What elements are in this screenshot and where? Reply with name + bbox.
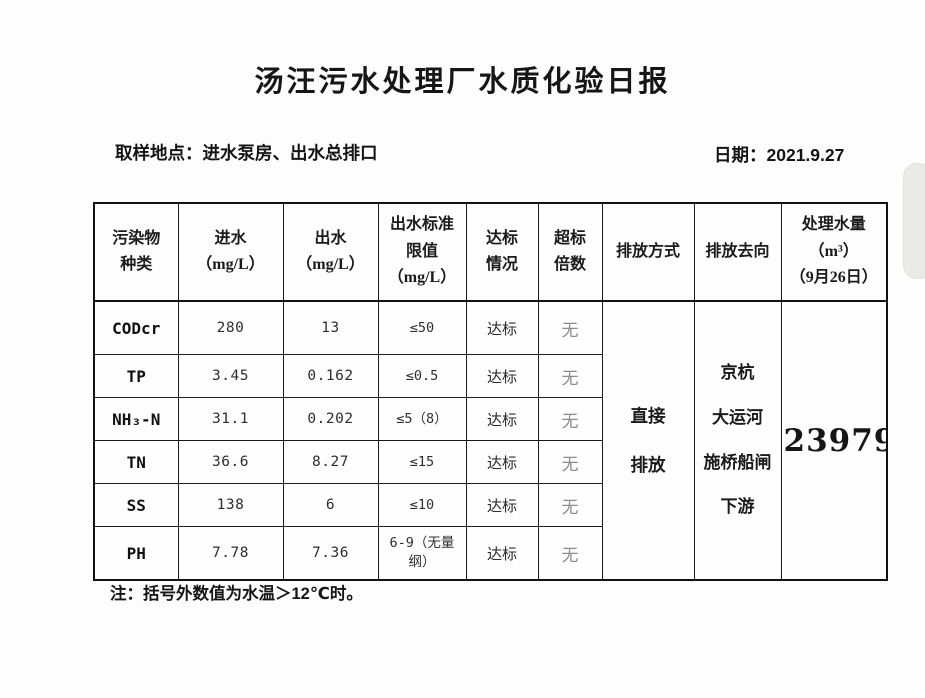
cell-pollutant: CODcr	[93, 300, 179, 355]
cell-inflow: 36.6	[177, 440, 284, 484]
cell-limit: 6-9（无量纲）	[377, 526, 467, 581]
cell-outflow: 0.162	[282, 354, 379, 398]
cell-status: 达标	[465, 354, 539, 398]
cell-pollutant: PH	[93, 526, 179, 581]
cell-status: 达标	[465, 440, 539, 484]
table-row-ss: SS 138 6 ≤10 达标 无	[93, 483, 887, 527]
cell-status: 达标	[465, 397, 539, 441]
cell-outflow: 0.202	[282, 397, 379, 441]
cell-pollutant: TN	[93, 440, 179, 484]
header-inflow: 进水 （mg/L）	[177, 202, 284, 302]
cell-limit: ≤0.5	[377, 354, 467, 398]
header-outflow-limit: 出水标准 限值 （mg/L）	[377, 202, 467, 302]
cell-outflow: 8.27	[282, 440, 379, 484]
cell-inflow: 3.45	[177, 354, 284, 398]
footnote: 注：括号外数值为水温＞12℃时。	[110, 585, 363, 603]
cell-outflow: 13	[282, 300, 379, 355]
table-row-codcr: CODcr 280 13 ≤50 达标 无 直接 排放 京杭 大运河 施桥船闸 …	[93, 300, 888, 581]
header-treated-volume: 处理水量 （m³） （9月26日）	[780, 202, 888, 302]
cell-limit: ≤15	[377, 440, 467, 484]
cell-status: 达标	[465, 300, 539, 355]
header-discharge-method: 排放方式	[601, 202, 695, 302]
cell-pollutant: SS	[93, 483, 179, 527]
cell-exceed: 无	[537, 300, 603, 355]
cell-exceed: 无	[537, 440, 603, 484]
cell-status: 达标	[465, 526, 539, 581]
cell-pollutant: NH₃-N	[93, 397, 179, 441]
cell-exceed: 无	[537, 354, 603, 398]
table-row-tn: TN 36.6 8.27 ≤15 达标 无	[93, 440, 887, 484]
cell-limit: ≤50	[377, 300, 467, 355]
cell-pollutant: TP	[93, 354, 179, 398]
cell-exceed: 无	[537, 483, 603, 527]
info-row: 取样地点：进水泵房、出水总排口 日期：2021.9.27	[0, 140, 925, 166]
header-discharge-destination: 排放去向	[693, 202, 782, 302]
table-header-row: 污染物 种类 进水 （mg/L） 出水 （mg/L） 出水标准 限值 （mg/L…	[93, 202, 888, 302]
header-outflow: 出水 （mg/L）	[282, 202, 379, 302]
cell-limit: ≤10	[377, 483, 467, 527]
cell-exceed: 无	[537, 526, 603, 581]
header-compliance-status: 达标 情况	[465, 202, 539, 302]
report-date-label: 日期：2021.9.27	[714, 145, 845, 165]
table-row-nh3n: NH₃-N 31.1 0.202 ≤5（8） 达标 无	[93, 397, 887, 441]
page-title: 汤汪污水处理厂水质化验日报	[254, 66, 671, 98]
cell-inflow: 280	[177, 300, 284, 355]
table-row-tp: TP 3.45 0.162 ≤0.5 达标 无	[93, 354, 887, 398]
cell-limit: ≤5（8）	[377, 397, 467, 441]
cell-inflow: 7.78	[177, 526, 284, 581]
header-exceed-multiple: 超标 倍数	[537, 202, 603, 302]
cell-discharge-destination: 京杭 大运河 施桥船闸 下游	[693, 300, 782, 581]
sampling-location-label: 取样地点：进水泵房、出水总排口	[115, 143, 378, 163]
cell-outflow: 6	[282, 483, 379, 527]
cell-discharge-method: 直接 排放	[601, 300, 695, 581]
cell-inflow: 138	[177, 483, 284, 527]
cell-exceed: 无	[537, 397, 603, 441]
cell-inflow: 31.1	[177, 397, 284, 441]
cell-treated-volume: 239799	[780, 300, 888, 581]
water-quality-table: 污染物 种类 进水 （mg/L） 出水 （mg/L） 出水标准 限值 （mg/L…	[93, 202, 888, 581]
table-row-ph: PH 7.78 7.36 6-9（无量纲） 达标 无	[93, 526, 887, 581]
scrollbar-thumb[interactable]	[903, 163, 925, 279]
header-pollutant-type: 污染物 种类	[93, 202, 179, 302]
cell-status: 达标	[465, 483, 539, 527]
cell-outflow: 7.36	[282, 526, 379, 581]
